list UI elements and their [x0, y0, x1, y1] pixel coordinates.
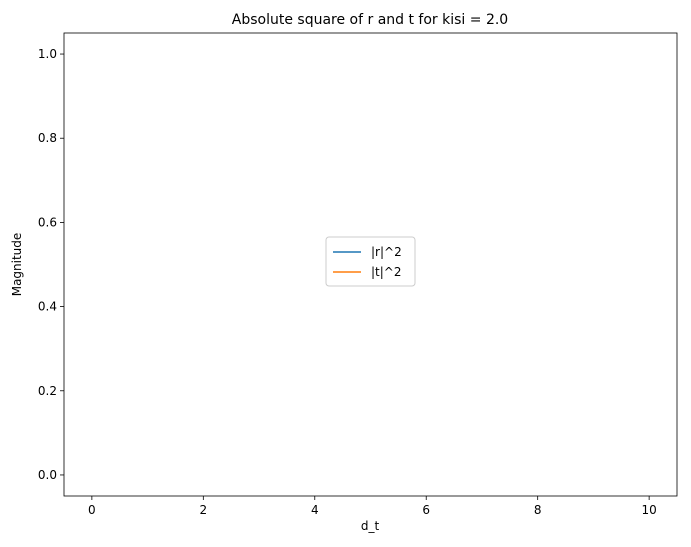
plot-frame [63, 32, 678, 497]
legend-box [325, 236, 416, 287]
y-axis: 0.0 0.2 0.4 0.6 0.8 1.0 [38, 47, 64, 482]
x-tick-label: 10 [641, 503, 656, 517]
y-tick-label: 0.2 [38, 384, 57, 398]
y-tick-label: 0.6 [38, 215, 57, 229]
x-tick-label: 0 [88, 503, 96, 517]
y-tick-label: 0.4 [38, 300, 57, 314]
y-tick-label: 0.8 [38, 131, 57, 145]
x-axis-label: d_t [361, 519, 380, 533]
legend-label-r: |r|^2 [371, 245, 402, 259]
legend: |r|^2 |t|^2 [325, 236, 416, 287]
y-tick-label: 0.0 [38, 468, 57, 482]
x-tick-label: 4 [311, 503, 319, 517]
chart-title: Absolute square of r and t for kisi = 2.… [232, 12, 508, 28]
y-tick-label: 1.0 [38, 47, 57, 61]
x-tick-label: 6 [422, 503, 430, 517]
legend-label-t: |t|^2 [371, 265, 401, 279]
x-tick-label: 2 [199, 503, 207, 517]
x-tick-label: 8 [534, 503, 542, 517]
y-axis-label: Magnitude [10, 233, 24, 297]
x-axis: 0 2 4 6 8 10 [88, 496, 657, 517]
